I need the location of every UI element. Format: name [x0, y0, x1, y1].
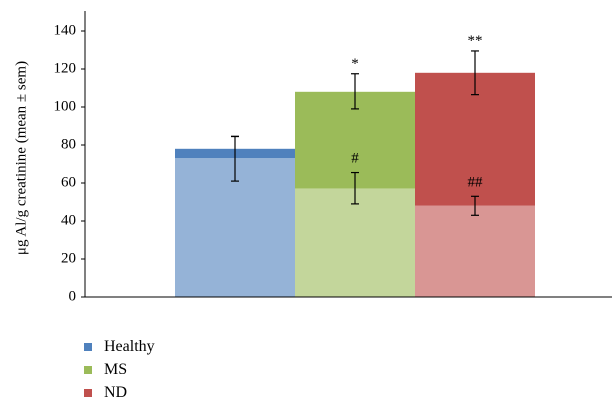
annotation-nd-total: **: [468, 33, 483, 49]
bar-nd-lower: [415, 205, 535, 297]
legend-item-nd: ND: [84, 381, 155, 404]
legend-swatch: [84, 388, 92, 397]
y-tick-label: 140: [54, 22, 77, 38]
y-tick-label: 40: [61, 212, 76, 228]
legend-swatch: [84, 342, 92, 351]
y-tick-label: 120: [54, 60, 77, 76]
bar-ms-lower: [295, 188, 415, 297]
legend-label: Healthy: [104, 337, 155, 355]
y-ticks-layer: 0 20 40 60 80 100 120 140: [54, 22, 85, 304]
annotation-nd-lower: ##: [468, 174, 484, 190]
legend-item-healthy: Healthy: [84, 335, 155, 358]
y-tick-label: 60: [61, 174, 76, 190]
error-bar-nd-lower: [471, 195, 479, 216]
annotation-ms-lower: #: [351, 151, 359, 167]
error-bars-layer: [231, 50, 479, 216]
y-tick-label: 100: [54, 98, 77, 114]
legend-swatch: [84, 365, 92, 374]
y-tick-label: 0: [69, 288, 77, 304]
y-tick-label: 20: [61, 250, 76, 266]
y-axis-label: μg Al/g creatinine (mean ± sem): [13, 61, 29, 255]
annotation-ms-total: *: [351, 56, 359, 72]
error-bar-healthy-lower: [231, 135, 239, 182]
error-bar-ms-lower: [351, 171, 359, 205]
error-bar-ms-total: [351, 73, 359, 110]
y-tick-label: 80: [61, 136, 76, 152]
legend-label: MS: [104, 360, 128, 378]
legend-item-ms: MS: [84, 358, 155, 381]
annotations-layer: * # ** ##: [351, 33, 483, 190]
legend: Healthy MS ND: [84, 335, 155, 404]
chart: * # ** ## 0 20 40 60 80 100 120 140 μg Al/g creati…: [13, 11, 612, 304]
legend-label: ND: [104, 383, 128, 401]
error-bar-nd-total: [471, 50, 479, 96]
